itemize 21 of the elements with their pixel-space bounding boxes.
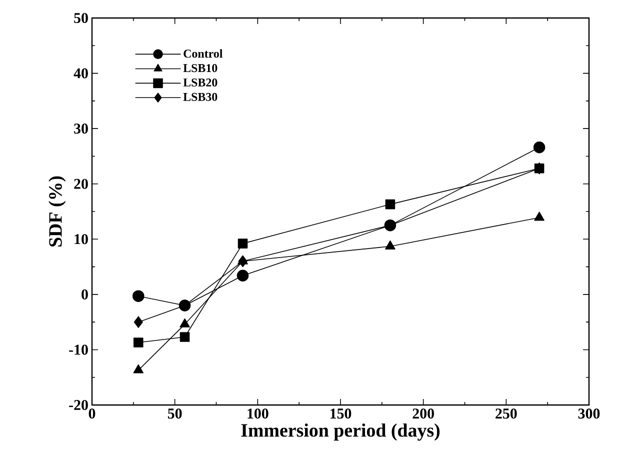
y-tick-label: 0	[82, 289, 88, 300]
y-axis-title: SDF (%)	[48, 176, 66, 247]
legend-label: LSB20	[183, 78, 218, 87]
y-tick-label: 20	[74, 178, 88, 189]
y-tick-label: -10	[69, 344, 88, 355]
x-axis-title: Immersion period (days)	[241, 423, 440, 441]
x-tick-label: 250	[496, 408, 517, 419]
x-tick-label: 200	[412, 408, 434, 419]
y-tick-label: 10	[74, 234, 88, 244]
legend-label: LSB30	[183, 92, 218, 101]
x-tick-label: 50	[168, 408, 182, 419]
x-tick-label: 0	[88, 408, 96, 419]
x-tick-label: 150	[330, 408, 352, 419]
y-tick-label: 50	[74, 12, 88, 24]
y-tick-label: -20	[69, 400, 88, 410]
x-tick-label: 300	[578, 408, 600, 419]
legend-label: LSB10	[183, 64, 218, 72]
x-tick-label: 100	[248, 408, 268, 419]
y-tick-label: 30	[74, 124, 88, 134]
y-tick-label: 40	[74, 68, 88, 78]
legend-label: Control	[184, 49, 223, 58]
